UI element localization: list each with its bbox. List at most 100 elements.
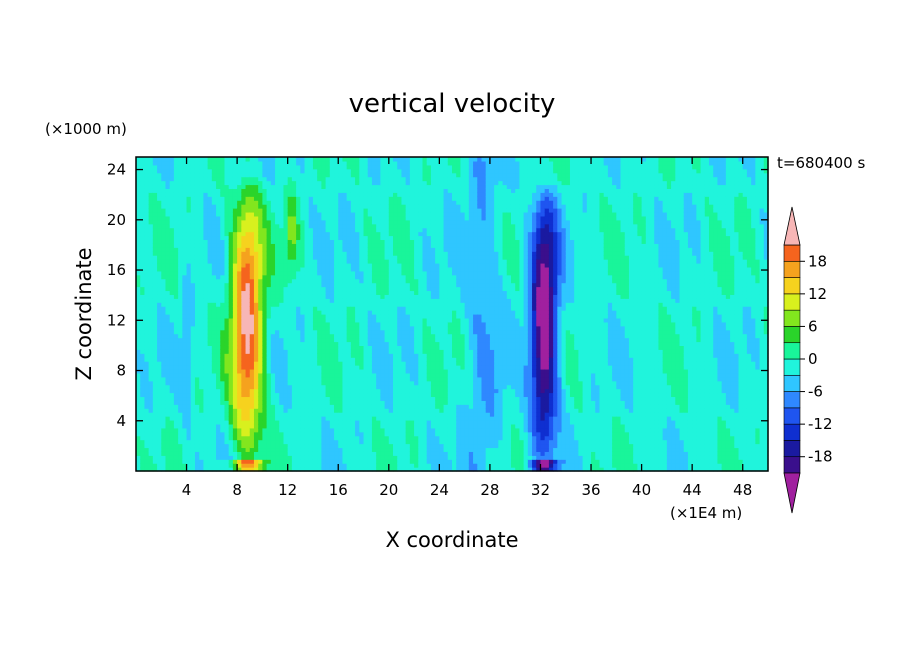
field-cell <box>270 447 276 452</box>
field-cell <box>182 223 188 229</box>
field-cell <box>190 278 196 284</box>
field-cell <box>258 317 263 323</box>
field-cell <box>355 451 360 456</box>
field-cell <box>182 251 188 256</box>
field-cell <box>291 247 297 252</box>
field-cell <box>249 368 255 374</box>
field-cell <box>355 384 360 390</box>
field-cell <box>312 431 318 437</box>
field-cell <box>291 325 297 331</box>
field-cell <box>186 447 192 452</box>
field-cell <box>266 251 272 256</box>
field-cell <box>178 259 183 264</box>
field-cell <box>304 419 310 425</box>
field-cell <box>262 463 268 468</box>
field-cell <box>144 282 150 288</box>
field-cell <box>312 455 318 460</box>
field-cell <box>380 168 386 174</box>
field-cell <box>224 451 230 456</box>
field-cell <box>397 341 403 346</box>
field-cell <box>334 376 339 382</box>
field-cell <box>199 353 205 358</box>
field-cell <box>194 215 200 221</box>
field-cell <box>140 302 146 307</box>
field-cell <box>186 404 192 409</box>
field-cell <box>296 168 301 174</box>
field-cell <box>258 294 263 299</box>
field-cell <box>350 184 356 189</box>
field-cell <box>258 337 263 343</box>
field-cell <box>232 321 238 327</box>
field-cell <box>393 172 398 178</box>
field-cell <box>312 396 318 401</box>
field-cell <box>148 396 154 401</box>
field-cell <box>376 160 381 166</box>
field-cell <box>321 270 327 276</box>
field-cell <box>321 290 327 295</box>
field-cell <box>334 180 339 186</box>
field-cell <box>211 443 217 449</box>
field-cell <box>321 384 327 390</box>
field-cell <box>346 404 352 409</box>
field-cell <box>329 467 335 472</box>
field-cell <box>304 345 310 350</box>
field-cell <box>334 262 339 268</box>
field-cell <box>173 160 179 166</box>
field-cell <box>321 427 327 433</box>
field-cell <box>388 427 394 433</box>
field-cell <box>304 431 310 437</box>
field-cell <box>388 380 394 386</box>
field-cell <box>397 439 403 445</box>
field-cell <box>270 333 276 339</box>
field-cell <box>338 266 344 272</box>
field-cell <box>325 333 331 339</box>
field-cell <box>376 157 381 162</box>
field-cell <box>321 357 327 362</box>
field-cell <box>393 215 398 221</box>
field-cell <box>211 349 217 354</box>
field-cell <box>220 353 226 358</box>
field-cell <box>308 255 314 260</box>
field-cell <box>283 455 289 460</box>
field-cell <box>144 278 150 284</box>
field-cell <box>363 333 369 339</box>
field-cell <box>384 388 390 394</box>
field-cell <box>241 219 247 225</box>
field-cell <box>308 286 314 292</box>
field-cell <box>161 157 167 162</box>
field-cell <box>312 388 318 394</box>
field-cell <box>165 231 171 237</box>
field-cell <box>275 235 280 241</box>
field-cell <box>262 196 268 201</box>
field-cell <box>178 408 183 413</box>
field-cell <box>388 259 394 264</box>
field-cell <box>173 447 179 452</box>
field-cell <box>157 235 162 241</box>
field-cell <box>237 274 242 280</box>
field-cell <box>279 180 285 186</box>
field-cell <box>178 321 183 327</box>
field-cell <box>388 463 394 468</box>
field-cell <box>136 412 141 417</box>
field-cell <box>152 321 158 327</box>
field-cell <box>346 365 352 370</box>
field-cell <box>376 176 381 182</box>
field-cell <box>178 290 183 295</box>
field-cell <box>317 329 322 335</box>
field-cell <box>321 262 327 268</box>
field-cell <box>253 333 259 339</box>
field-cell <box>232 310 238 315</box>
field-cell <box>266 184 272 189</box>
field-cell <box>291 416 297 421</box>
field-cell <box>342 317 348 323</box>
field-cell <box>338 435 344 441</box>
field-cell <box>321 302 327 307</box>
field-cell <box>363 353 369 358</box>
field-cell <box>173 404 179 409</box>
field-cell <box>371 211 377 217</box>
field-cell <box>148 247 154 252</box>
field-cell <box>186 337 192 343</box>
field-cell <box>249 211 255 217</box>
field-cell <box>291 353 297 358</box>
